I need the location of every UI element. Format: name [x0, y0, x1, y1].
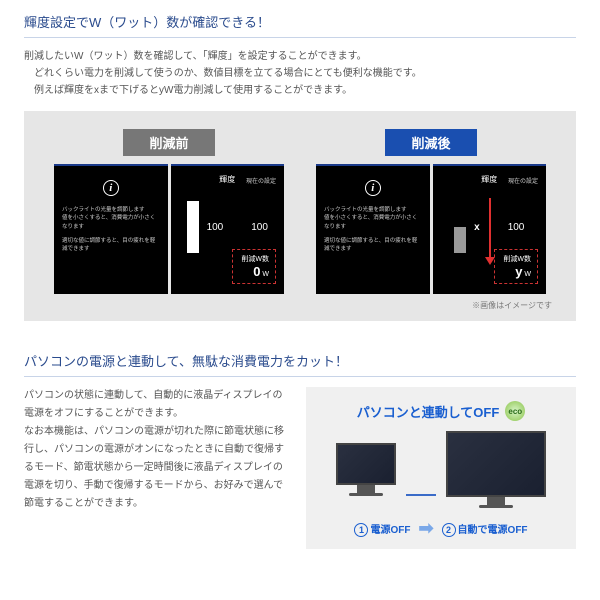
- before-column: 削減前 i バックライトの光量を調節します 値を小さくすると、消費電力が小さくな…: [54, 129, 284, 294]
- info-icon: i: [365, 180, 381, 196]
- bar-value: 100: [508, 222, 525, 233]
- watt-unit: W: [262, 271, 269, 278]
- watt-label: 削減W数: [239, 254, 269, 264]
- info-screen: i バックライトの光量を調節します 値を小さくすると、消費電力が小さくなります …: [316, 164, 430, 294]
- info-text: バックライトの光量を調節します: [324, 206, 422, 214]
- bar-value: 100: [251, 222, 268, 233]
- caption-text: 自動で電源OFF: [458, 525, 528, 536]
- before-badge: 削減前: [123, 129, 214, 156]
- caption-2: 2自動で電源OFF: [442, 521, 528, 537]
- info-text: 適切な値に調節すると、目の疲れを軽減できます: [324, 237, 422, 254]
- figure-title: パソコンと連動してOFF eco: [357, 401, 526, 421]
- watt-unit: W: [524, 271, 531, 278]
- down-arrow-icon: [489, 198, 491, 258]
- display-monitor-icon: [446, 431, 546, 508]
- bar-value: 100: [207, 222, 224, 233]
- image-note: ※画像はイメージです: [48, 300, 552, 311]
- info-screen: i バックライトの光量を調節します 値を小さくすると、消費電力が小さくなります …: [54, 164, 168, 294]
- caption-1: 1電源OFF: [354, 521, 410, 537]
- brightness-bar-reduced: [454, 227, 466, 253]
- section-title: パソコンの電源と連動して、無駄な消費電力をカット！: [24, 351, 576, 377]
- watt-box: 削減W数 y W: [494, 249, 538, 284]
- caption-text: 電源OFF: [370, 525, 410, 536]
- info-text: バックライトの光量を調節します: [62, 206, 160, 214]
- caption-number: 1: [354, 523, 368, 537]
- desc-line: どれくらい電力を削減して使うのか、数値目標を立てる場合にとても便利な機能です。: [24, 65, 576, 82]
- info-icon: i: [103, 180, 119, 196]
- monitors-diagram: [316, 431, 566, 508]
- info-text: 値を小さくすると、消費電力が小さくなります: [324, 214, 422, 231]
- description-text: パソコンの状態に連動して、自動的に液晶ディスプレイの電源をオフにすることができま…: [24, 387, 290, 549]
- caption-number: 2: [442, 523, 456, 537]
- watt-value: y: [515, 264, 522, 279]
- brightness-screen: 輝度 現在の設定 x 100 削減W数 y W: [433, 164, 547, 294]
- brightness-bar: [187, 201, 199, 253]
- brightness-screen: 輝度 現在の設定 100 100 削減W数 0 W: [171, 164, 285, 294]
- desc-line: 削減したいW（ワット）数を確認して、「輝度」を設定することができます。: [24, 48, 576, 65]
- power-link-section: パソコンの電源と連動して、無駄な消費電力をカット！ パソコンの状態に連動して、自…: [0, 339, 600, 567]
- watt-label: 削減W数: [501, 254, 531, 264]
- figure-panel: パソコンと連動してOFF eco 1電源OFF ➡ 2自動で電源OFF: [306, 387, 576, 549]
- arrow-right-icon: ➡: [418, 518, 433, 539]
- current-label: 現在の設定: [246, 176, 276, 185]
- info-text: 値を小さくすると、消費電力が小さくなります: [62, 214, 160, 231]
- section-title: 輝度設定でW（ワット）数が確認できる！: [24, 12, 576, 38]
- watt-box: 削減W数 0 W: [232, 249, 276, 284]
- wattage-section: 輝度設定でW（ワット）数が確認できる！ 削減したいW（ワット）数を確認して、「輝…: [0, 0, 600, 339]
- eco-icon: eco: [505, 401, 525, 421]
- fig-title-text: パソコンと連動してOFF: [357, 402, 500, 421]
- bar-value: x: [474, 222, 480, 233]
- after-badge: 削減後: [385, 129, 476, 156]
- after-column: 削減後 i バックライトの光量を調節します 値を小さくすると、消費電力が小さくな…: [316, 129, 546, 294]
- watt-value: 0: [253, 264, 260, 279]
- captions: 1電源OFF ➡ 2自動で電源OFF: [316, 518, 566, 539]
- comparison-panel: 削減前 i バックライトの光量を調節します 値を小さくすると、消費電力が小さくな…: [24, 111, 576, 321]
- desc-line: 例えば輝度をxまで下げるとyW電力削減して使用することができます。: [24, 82, 576, 99]
- description: 削減したいW（ワット）数を確認して、「輝度」を設定することができます。 どれくら…: [24, 48, 576, 99]
- pc-monitor-icon: [336, 443, 396, 496]
- cable-icon: [406, 494, 436, 496]
- info-text: 適切な値に調節すると、目の疲れを軽減できます: [62, 237, 160, 254]
- current-label: 現在の設定: [508, 176, 538, 185]
